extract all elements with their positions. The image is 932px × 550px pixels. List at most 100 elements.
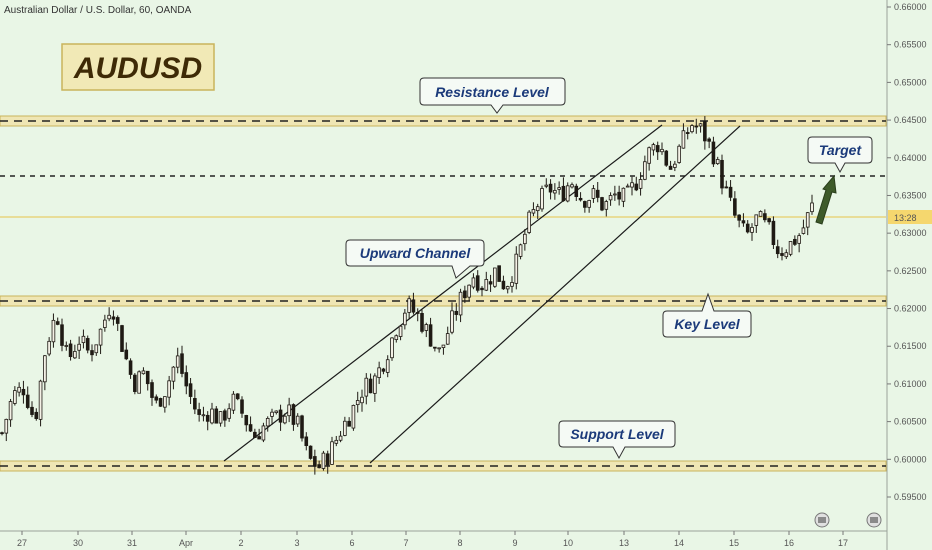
- candle-body: [801, 227, 806, 234]
- time-tick-label: 30: [73, 538, 83, 548]
- symbol-badge-label: AUDUSD: [73, 52, 202, 85]
- candle-body: [617, 191, 621, 200]
- candle-body: [428, 324, 433, 347]
- price-tick-label: 0.62500: [894, 266, 927, 276]
- candle-body: [793, 238, 797, 245]
- candle-body: [115, 317, 120, 324]
- candle-body: [218, 411, 223, 424]
- time-tick-label: 2: [238, 538, 243, 548]
- candle-body: [317, 464, 321, 469]
- candle-body: [223, 410, 227, 421]
- candle-body: [377, 367, 381, 378]
- candle-body: [210, 408, 214, 424]
- candle-body: [634, 183, 639, 191]
- candle-body: [68, 343, 73, 358]
- candle-body: [47, 340, 51, 355]
- candle-body: [715, 159, 720, 164]
- candle-body: [475, 275, 480, 291]
- candle-body: [205, 414, 210, 422]
- candle-body: [154, 396, 159, 401]
- candle-body: [34, 411, 39, 420]
- time-tick-label: 17: [838, 538, 848, 548]
- candle-body: [514, 253, 519, 284]
- candle-body: [231, 393, 236, 411]
- news-icon[interactable]: [814, 512, 830, 528]
- candle-body: [604, 201, 609, 210]
- candle-body: [763, 213, 767, 221]
- candle-body: [557, 187, 561, 190]
- candle-body: [73, 351, 77, 359]
- candle-body: [227, 408, 231, 419]
- candle-body: [810, 202, 814, 213]
- price-tick-label: 0.61000: [894, 379, 927, 389]
- candle-body: [424, 324, 429, 331]
- resistance-callout: Resistance Level: [419, 77, 566, 114]
- candle-body: [334, 439, 339, 444]
- candle-body: [548, 183, 553, 193]
- candle-body: [578, 197, 583, 201]
- target-label: Target: [819, 142, 863, 158]
- candle-body: [673, 163, 677, 168]
- target-callout: Target: [807, 136, 873, 174]
- candle-body: [587, 200, 591, 208]
- candle-body: [158, 398, 163, 407]
- candle-body: [90, 350, 94, 356]
- candle-body: [403, 312, 407, 326]
- time-axis-ticks: 27 30 31 Apr 2 3 6 7 8 9 10 13 14 15 16 17: [17, 531, 848, 548]
- candle-body: [681, 130, 686, 149]
- candle-body: [55, 321, 60, 325]
- time-tick-label: 13: [619, 538, 629, 548]
- events-icon[interactable]: [866, 512, 882, 528]
- candle-body: [360, 396, 364, 404]
- price-axis-ticks: 0.66000 0.65500 0.65000 0.64500 0.64000 0.635…: [887, 2, 927, 502]
- candle-body: [493, 267, 497, 287]
- candle-body: [300, 415, 304, 439]
- candle-body: [145, 370, 150, 385]
- candle-body: [591, 188, 596, 199]
- candle-body: [270, 411, 274, 417]
- candle-body: [235, 393, 240, 400]
- candle-body: [0, 432, 4, 435]
- candle-body: [745, 223, 750, 233]
- price-tick-label: 0.62000: [894, 304, 927, 314]
- time-tick-label: 9: [512, 538, 517, 548]
- candle-body: [287, 404, 291, 417]
- target-arrow: [815, 174, 837, 225]
- candle-body: [278, 409, 283, 423]
- candle-body: [480, 287, 484, 291]
- candle-body: [643, 161, 647, 180]
- price-tick-label: 0.61500: [894, 341, 927, 351]
- candle-body: [128, 360, 133, 375]
- candle-body: [703, 121, 707, 142]
- price-tick-label: 0.59500: [894, 492, 927, 502]
- candle-body: [784, 252, 789, 258]
- candle-body: [690, 125, 694, 133]
- candle-body: [625, 185, 630, 188]
- candle-body: [780, 253, 784, 256]
- support-callout: Support Level: [558, 420, 676, 460]
- candle-body: [775, 246, 780, 255]
- time-tick-label: 7: [403, 538, 408, 548]
- candle-body: [214, 408, 219, 424]
- candle-body: [347, 420, 351, 427]
- time-axis[interactable]: 27 30 31 Apr 2 3 6 7 8 9 10 13 14 15 16 17: [0, 530, 887, 548]
- price-tick-label: 0.64500: [894, 115, 927, 125]
- candle-body: [188, 383, 193, 397]
- candle-body: [595, 189, 600, 198]
- candle-body: [540, 188, 544, 210]
- candle-body: [433, 346, 437, 349]
- candle-body: [771, 220, 776, 245]
- symbol-badge: AUDUSD: [61, 43, 215, 91]
- candle-body: [527, 211, 531, 233]
- candle-body: [655, 145, 660, 153]
- candle-body: [535, 206, 540, 212]
- candle-body: [343, 420, 347, 436]
- time-tick-label: Apr: [179, 538, 193, 548]
- time-tick-label: 15: [729, 538, 739, 548]
- candle-body: [94, 344, 99, 354]
- channel-lower-line: [369, 125, 741, 464]
- candle-body: [505, 286, 510, 290]
- candle-body: [381, 368, 386, 372]
- price-axis[interactable]: 0.66000 0.65500 0.65000 0.64500 0.64000 0.635…: [886, 0, 932, 550]
